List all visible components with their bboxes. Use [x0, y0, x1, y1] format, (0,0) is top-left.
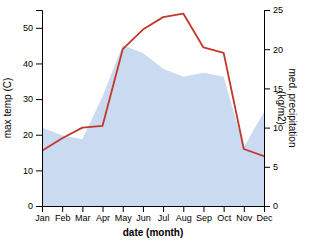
- tick: Oct: [217, 206, 232, 223]
- tick-label: 0: [28, 201, 33, 211]
- tick-mark: [264, 49, 270, 50]
- tick: 10: [23, 166, 42, 176]
- plot: JanFebMarAprMayJunJulAugSepOctNovDec0102…: [2, 5, 298, 238]
- tick-label: Nov: [236, 213, 253, 223]
- chart: JanFebMarAprMayJunJulAugSepOctNovDec0102…: [0, 0, 318, 242]
- tick: Sep: [196, 206, 212, 223]
- tick-label: Dec: [256, 213, 273, 223]
- tick-mark: [103, 206, 104, 212]
- area: [42, 45, 264, 206]
- y2-axis-title-line: med. precipitation: [287, 69, 298, 148]
- tick-label: Jul: [158, 213, 170, 223]
- tick-label: Mar: [75, 213, 91, 223]
- axis-line: [265, 11, 271, 207]
- tick-label: Aug: [176, 213, 192, 223]
- tick-label: Jan: [35, 213, 50, 223]
- tick: Apr: [96, 206, 110, 223]
- tick: 25: [264, 5, 283, 15]
- tick-mark: [36, 99, 42, 100]
- tick-label: 40: [23, 59, 33, 69]
- tick: Nov: [236, 206, 253, 223]
- tick-mark: [203, 206, 204, 212]
- tick-label: 25: [273, 5, 283, 15]
- tick-mark: [264, 206, 270, 207]
- tick: May: [115, 206, 133, 223]
- tick: Dec: [256, 206, 273, 223]
- y-axis-title: max temp (C): [2, 78, 13, 139]
- y2-axis-title-line: (kg/m2): [276, 91, 287, 125]
- tick-label: 50: [23, 23, 33, 33]
- tick-label: Feb: [55, 213, 71, 223]
- x-axis-title: date (month): [123, 227, 184, 238]
- tick: 30: [23, 94, 42, 104]
- y2-axis-title: med. precipitation(kg/m2): [276, 69, 299, 148]
- tick-mark: [264, 167, 270, 168]
- tick: 5: [264, 162, 278, 172]
- tick-mark: [36, 135, 42, 136]
- tick-mark: [36, 28, 42, 29]
- tick-mark: [82, 206, 83, 212]
- line: [42, 14, 264, 157]
- tick-label: Oct: [217, 213, 232, 223]
- tick-label: May: [115, 213, 133, 223]
- tick-label: 5: [273, 162, 278, 172]
- tick: Jul: [158, 206, 170, 223]
- tick: Mar: [75, 206, 91, 223]
- tick-label: 20: [23, 130, 33, 140]
- tick-mark: [143, 206, 144, 212]
- marks: [42, 14, 264, 206]
- tick: Jan: [35, 206, 50, 223]
- tick-mark: [36, 170, 42, 171]
- tick-mark: [264, 128, 270, 129]
- tick-mark: [36, 63, 42, 64]
- tick-label: Apr: [96, 213, 110, 223]
- tick-mark: [264, 10, 270, 11]
- axis-line: [43, 207, 265, 213]
- y-axis: 0 10 20 30 40 50: [23, 11, 43, 212]
- tick: Feb: [55, 206, 71, 223]
- tick-mark: [62, 206, 63, 212]
- tick-label: 20: [273, 45, 283, 55]
- tick-label: 30: [23, 94, 33, 104]
- tick-mark: [224, 206, 225, 212]
- tick-mark: [183, 206, 184, 212]
- tick: 0: [28, 201, 42, 211]
- tick: 0: [264, 201, 278, 211]
- tick: Jun: [136, 206, 151, 223]
- tick: 40: [23, 59, 42, 69]
- tick: 50: [23, 23, 42, 33]
- tick-mark: [264, 88, 270, 89]
- tick-label: Sep: [196, 213, 212, 223]
- tick-label: 10: [23, 166, 33, 176]
- tick-mark: [123, 206, 124, 212]
- tick: 20: [264, 45, 283, 55]
- tick: Aug: [176, 206, 192, 223]
- tick: 20: [23, 130, 42, 140]
- tick-label: 0: [273, 201, 278, 211]
- tick-mark: [244, 206, 245, 212]
- tick-mark: [36, 206, 42, 207]
- tick-mark: [163, 206, 164, 212]
- tick-label: Jun: [136, 213, 151, 223]
- x-axis: Jan Feb Mar Apr MayJun Jul Aug Sep Oct NovDec: [35, 206, 273, 223]
- axis-line: [36, 11, 43, 207]
